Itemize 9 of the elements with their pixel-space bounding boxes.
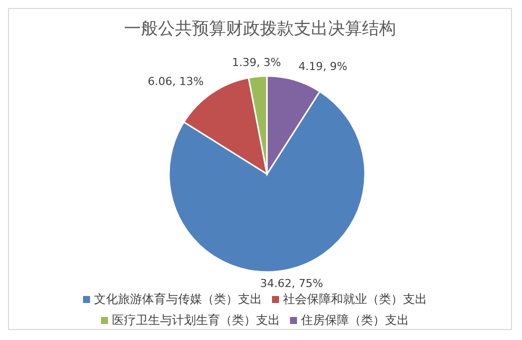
- legend-label: 医疗卫生与计划生育（类）支出: [112, 312, 280, 329]
- data-label: 6.06, 13%: [148, 75, 204, 88]
- chart-title: 一般公共预算财政拨款支出决算结构: [123, 18, 397, 41]
- legend-label: 社会保障和就业（类）支出: [283, 291, 427, 308]
- legend-label: 住房保障（类）支出: [301, 312, 409, 329]
- data-label: 4.19, 9%: [298, 60, 348, 74]
- legend-label: 文化旅游体育与传媒（类）支出: [94, 291, 262, 308]
- data-label: 34.62, 75%: [260, 276, 324, 290]
- data-label: 1.39, 3%: [232, 56, 281, 69]
